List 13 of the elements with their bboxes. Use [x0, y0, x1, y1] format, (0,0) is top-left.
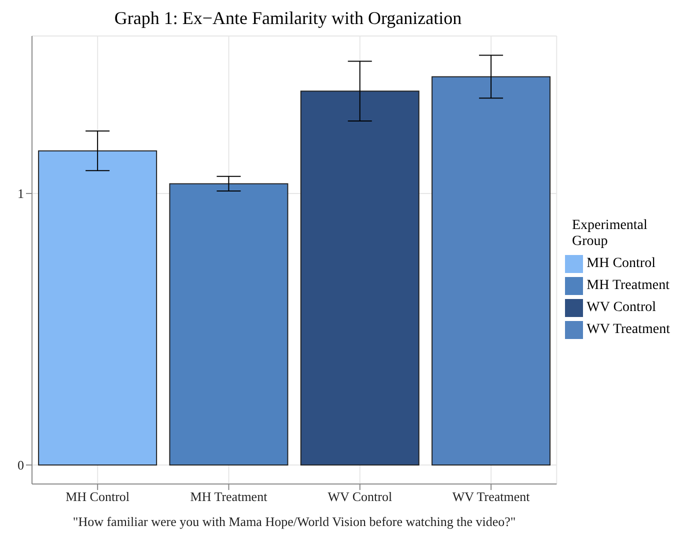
- x-tick-label: MH Control: [66, 489, 130, 504]
- legend-label: MH Treatment: [586, 278, 670, 293]
- chart-title: Graph 1: Ex−Ante Familarity with Organization: [113, 8, 463, 30]
- legend-title: Experimental Group: [572, 218, 648, 250]
- y-tick-label: 1: [18, 186, 24, 202]
- x-axis-title: "How familiar were you with Mama Hope/World Vision before watching the video?": [72, 514, 516, 529]
- legend-label: WV Treatment: [586, 322, 670, 337]
- legend-label: WV Control: [586, 300, 656, 315]
- x-tick-label: WV Control: [328, 489, 392, 504]
- x-tick-label: WV Treatment: [452, 489, 530, 504]
- legend-label: MH Control: [586, 256, 656, 271]
- x-tick-label: MH Treatment: [190, 489, 268, 504]
- y-tick-label: 0: [18, 458, 24, 473]
